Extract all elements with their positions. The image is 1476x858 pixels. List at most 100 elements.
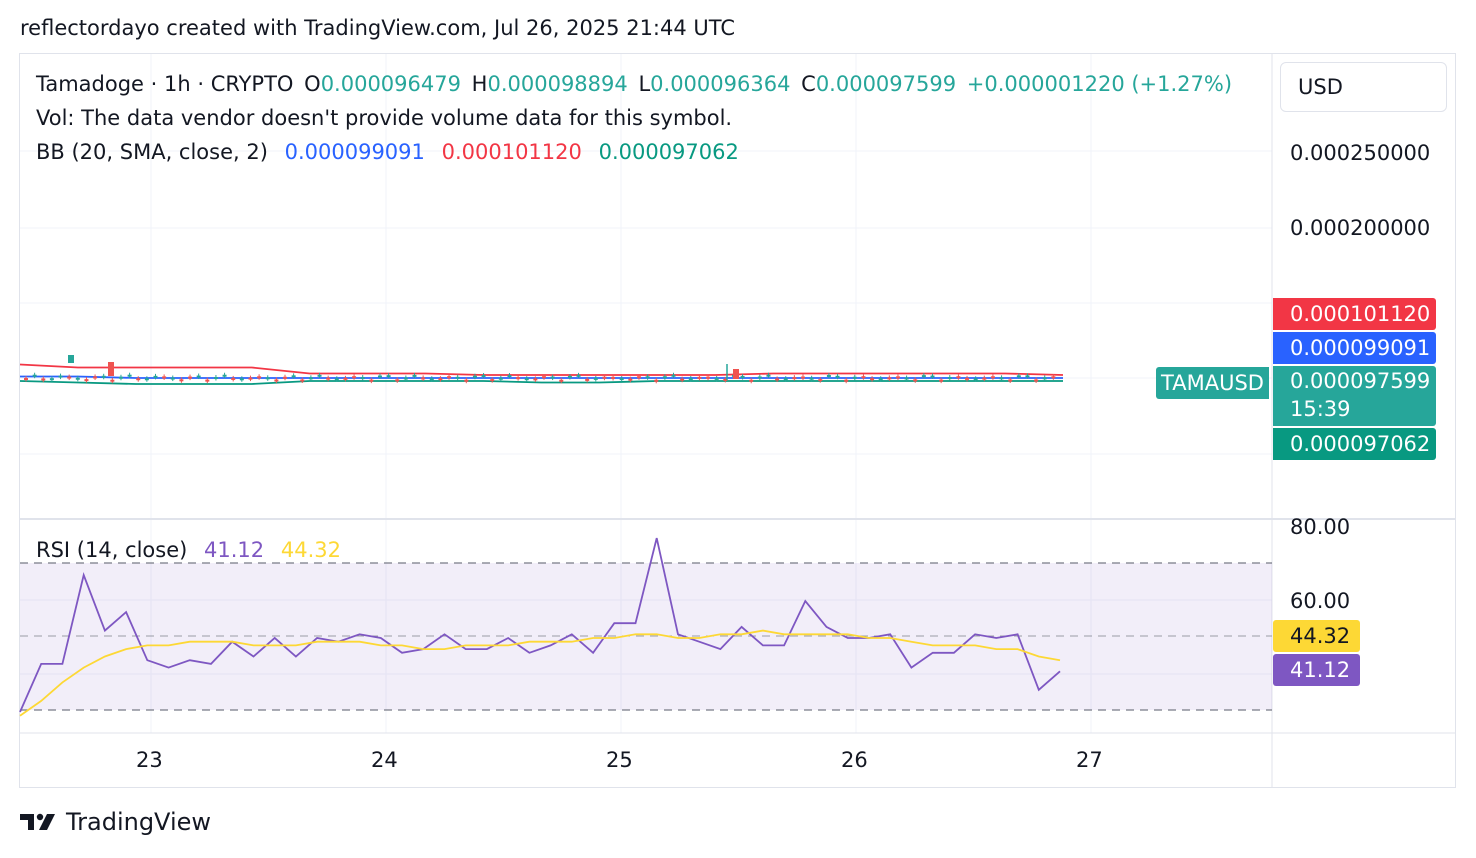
candle-body <box>213 377 218 380</box>
open-label: O <box>304 72 321 96</box>
candle-body <box>110 379 115 382</box>
candle-body <box>947 377 952 380</box>
bb-upper-value: 0.000101120 <box>441 140 582 164</box>
low-value: 0.000096364 <box>650 72 791 96</box>
candle-body <box>757 376 762 379</box>
candle-body <box>878 378 883 381</box>
candle-body <box>412 374 417 377</box>
candle-body <box>196 375 201 378</box>
candle-body <box>550 376 555 379</box>
candle-body <box>654 379 659 382</box>
candle-body <box>783 378 788 381</box>
candle-body <box>75 377 80 380</box>
ohlc-legend: Tamadoge · 1h · CRYPTO O0.000096479 H0.0… <box>36 72 1236 96</box>
candle-body <box>645 376 650 379</box>
candle-body <box>179 379 184 382</box>
candle-body <box>188 376 193 379</box>
candle-body <box>162 376 167 379</box>
bar-countdown: 15:39 <box>1290 397 1351 421</box>
candle-body <box>300 379 305 382</box>
candle-body <box>792 377 797 380</box>
last-price-value: 0.000097599 <box>1290 369 1431 393</box>
attribution-header: reflectordayo created with TradingView.c… <box>20 16 736 40</box>
candle-body <box>222 374 227 377</box>
candle-body <box>516 377 521 380</box>
candle-body <box>714 377 719 380</box>
tradingview-logo[interactable]: TradingView <box>20 808 211 836</box>
bb-lower-tag: 0.000097062 <box>1273 428 1436 460</box>
candle-body <box>343 377 348 380</box>
candle-body <box>749 379 754 382</box>
rsi-label[interactable]: RSI (14, close) <box>36 538 188 562</box>
bb-upper-tag: 0.000101120 <box>1273 298 1436 330</box>
low-label: L <box>638 72 651 96</box>
rsi-line <box>19 537 1061 713</box>
rsi-ma-line <box>19 629 1061 717</box>
candle-body <box>429 378 434 381</box>
candle-body <box>740 376 745 379</box>
close-label: C <box>801 72 816 96</box>
candle-body <box>32 374 37 377</box>
price-tick: 0.000250000 <box>1290 141 1431 165</box>
candle-body <box>939 379 944 382</box>
candle-body <box>636 376 641 379</box>
candle-body <box>334 378 339 381</box>
candle-body <box>108 362 114 376</box>
symbol-tag: TAMAUSD <box>1156 367 1269 399</box>
candle-body <box>170 377 175 380</box>
candle-body <box>913 379 918 382</box>
candle-body <box>472 375 477 378</box>
candle-body <box>136 378 141 381</box>
candle-body <box>870 378 875 381</box>
candle-body <box>49 378 54 381</box>
time-tick: 25 <box>606 748 633 772</box>
candle-body <box>602 376 607 379</box>
candle-body <box>930 375 935 378</box>
candle-body <box>1042 377 1047 380</box>
change-value: +0.000001220 (+1.27%) <box>966 72 1233 96</box>
candle-body <box>153 375 158 378</box>
candle-body <box>524 378 529 381</box>
grid-lines <box>20 54 1272 733</box>
rsi-value: 41.12 <box>204 538 265 562</box>
candle-body <box>1008 379 1013 382</box>
candle-body <box>231 377 236 380</box>
rsi-tick: 60.00 <box>1290 589 1351 613</box>
candle-body <box>144 378 149 381</box>
candle-body <box>403 377 408 380</box>
bollinger-bands <box>19 363 1064 385</box>
candle-body <box>1034 379 1039 382</box>
candle-body <box>507 375 512 378</box>
candle-body <box>1051 376 1056 379</box>
candle-body <box>326 377 331 380</box>
candle-body <box>386 375 391 378</box>
volume-note: Vol: The data vendor doesn't provide vol… <box>36 106 733 130</box>
candle-body <box>826 374 831 377</box>
candle-body <box>542 376 546 379</box>
candle-body <box>628 378 633 381</box>
candle-body <box>291 375 296 378</box>
candle-body <box>395 379 400 382</box>
bb-basis-value: 0.000099091 <box>284 140 425 164</box>
candle-body <box>84 379 89 382</box>
candle-body <box>455 376 460 379</box>
currency-selector[interactable]: USD <box>1280 62 1447 112</box>
time-tick: 26 <box>841 748 868 772</box>
candle-body <box>481 374 486 377</box>
rsi-ma-value: 44.32 <box>280 538 341 562</box>
candles <box>24 355 1056 384</box>
candle-body <box>283 376 287 379</box>
bb-label[interactable]: BB (20, SMA, close, 2) <box>36 140 268 164</box>
symbol-title[interactable]: Tamadoge · 1h · CRYPTO <box>36 72 294 96</box>
candle-body <box>662 376 667 379</box>
candle-body <box>421 377 426 380</box>
candle-body <box>317 374 322 377</box>
rsi-lines <box>19 537 1061 717</box>
candle-body <box>533 378 538 381</box>
bb-basis-tag: 0.000099091 <box>1273 332 1436 364</box>
candle-body <box>1025 375 1030 378</box>
candle-body <box>697 376 702 379</box>
candle-body <box>835 375 840 378</box>
candle-body <box>904 377 909 380</box>
